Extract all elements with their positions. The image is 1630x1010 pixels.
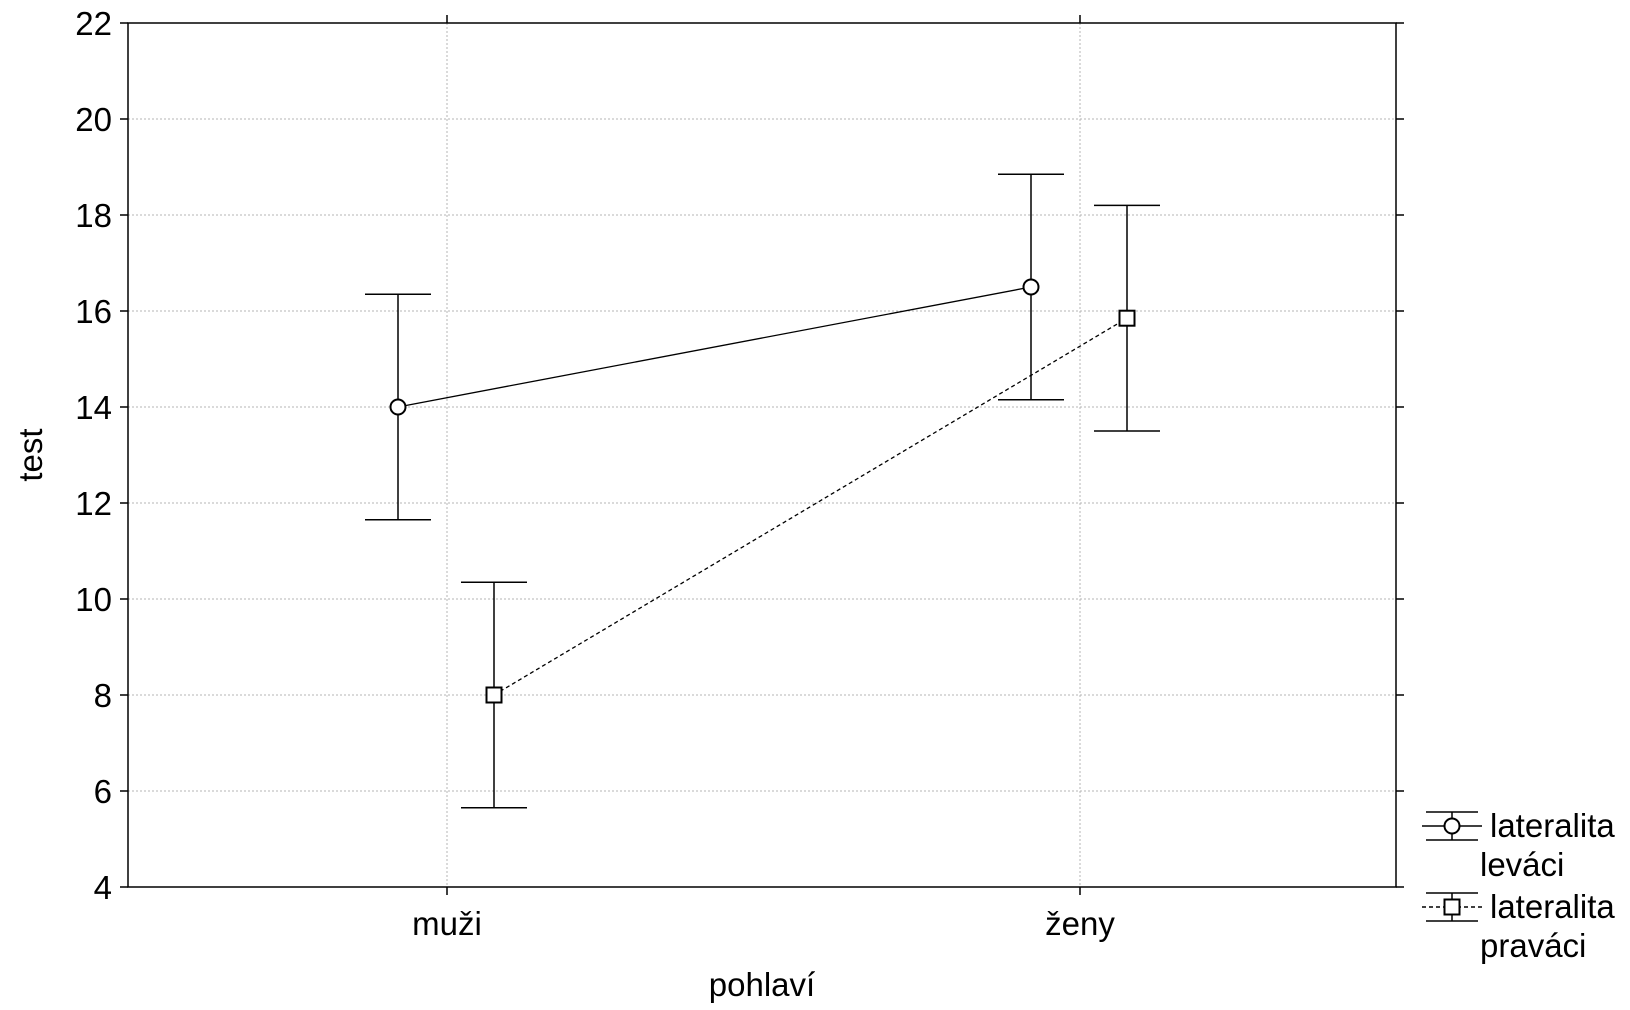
y-tick-label: 22 bbox=[75, 5, 112, 42]
y-tick-label: 16 bbox=[75, 293, 112, 330]
tick-layer: 4 6 8 10 12 14 16 18 20 22 muži ženy bbox=[75, 5, 1404, 942]
y-tick-label: 8 bbox=[94, 677, 112, 714]
plot-frame bbox=[127, 22, 1397, 888]
y-tick-label: 6 bbox=[94, 773, 112, 810]
y-tick-label: 4 bbox=[94, 869, 112, 906]
y-tick-label: 18 bbox=[75, 197, 112, 234]
legend-marker-square bbox=[1443, 898, 1461, 916]
series-line bbox=[493, 317, 1128, 696]
data-point-circle bbox=[389, 398, 407, 416]
legend-label-line1: lateralita bbox=[1490, 888, 1615, 925]
y-tick-label: 20 bbox=[75, 101, 112, 138]
y-tick-label: 10 bbox=[75, 581, 112, 618]
legend-marker-circle bbox=[1443, 817, 1461, 835]
x-tick-label: muži bbox=[412, 905, 482, 942]
y-tick-label: 12 bbox=[75, 485, 112, 522]
legend-label-line2: praváci bbox=[1480, 927, 1586, 964]
y-tick-label: 14 bbox=[75, 389, 112, 426]
grid-layer bbox=[128, 23, 1396, 887]
legend-label-line2: leváci bbox=[1480, 846, 1564, 883]
series-layer bbox=[365, 173, 1160, 809]
data-point-square bbox=[1118, 309, 1136, 327]
legend-label-line1: lateralita bbox=[1490, 807, 1615, 844]
data-point-square bbox=[485, 686, 503, 704]
y-axis-title: test bbox=[12, 428, 49, 481]
data-point-circle bbox=[1022, 278, 1040, 296]
x-tick-label: ženy bbox=[1045, 905, 1115, 942]
series-line bbox=[397, 286, 1032, 408]
x-axis-title: pohlaví bbox=[709, 966, 815, 1003]
plot-area bbox=[128, 23, 1396, 887]
